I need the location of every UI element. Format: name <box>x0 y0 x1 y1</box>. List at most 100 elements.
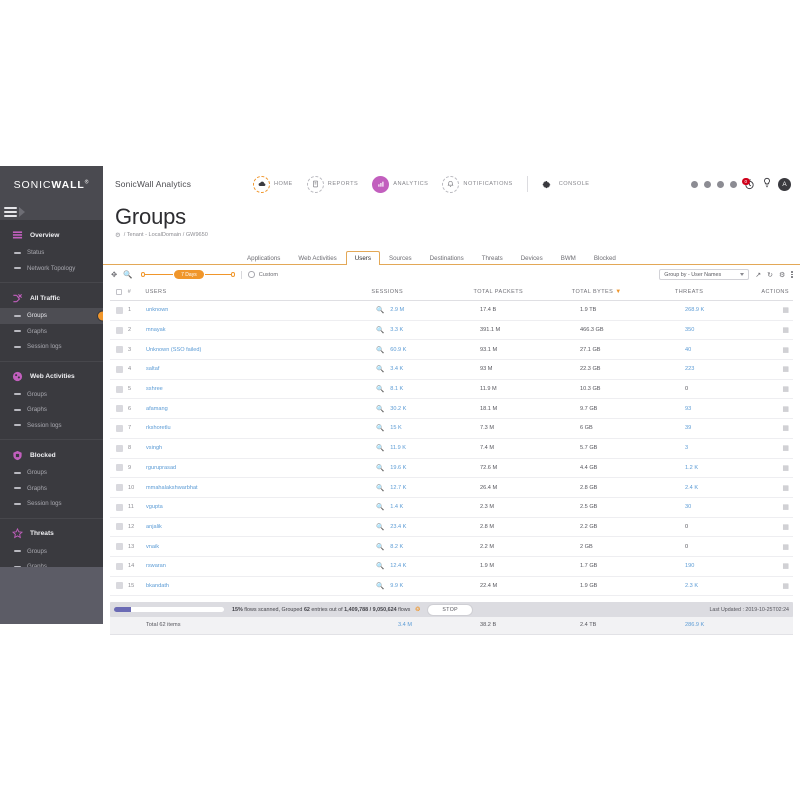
tab-web-activities[interactable]: Web Activities <box>298 255 337 262</box>
time-range-pill[interactable]: 7 Days <box>174 269 204 280</box>
row-threats[interactable]: 39 <box>685 425 692 432</box>
sidebar-group-header-3[interactable]: Blocked <box>0 445 103 465</box>
tab-users[interactable]: Users <box>345 251 380 265</box>
home-gear-icon[interactable]: ⚙ <box>115 232 121 239</box>
row-user-link[interactable]: unknown <box>146 307 169 314</box>
row-actions-icon[interactable]: ▦ <box>782 307 789 315</box>
move-icon[interactable]: ✥ <box>111 270 118 279</box>
tab-applications[interactable]: Applications <box>247 255 281 262</box>
top-nav-item-home[interactable]: HOME <box>253 175 293 193</box>
sidebar-group-header-4[interactable]: Threats <box>0 524 103 544</box>
row-actions-icon[interactable]: ▦ <box>782 484 789 492</box>
sidebar-group-header-2[interactable]: Web Activities <box>0 367 103 387</box>
sidebar-item-all-traffic-graphs[interactable]: Graphs <box>0 324 103 340</box>
expand-arrow-icon[interactable] <box>19 207 25 217</box>
sidebar-item-all-traffic-session-logs[interactable]: Session logs <box>0 339 103 355</box>
sidebar-item-threats-groups[interactable]: Groups <box>0 544 103 560</box>
row-checkbox[interactable] <box>110 464 128 472</box>
sidebar-item-blocked-graphs[interactable]: Graphs <box>0 481 103 497</box>
row-threats[interactable]: 30 <box>685 504 692 511</box>
tab-blocked[interactable]: Blocked <box>593 255 616 262</box>
row-checkbox[interactable] <box>110 562 128 570</box>
row-sessions[interactable]: 🔍 30.2 K <box>376 405 480 413</box>
row-sessions[interactable]: 🔍 23.4 K <box>376 523 480 531</box>
sidebar-group-header-1[interactable]: All Traffic <box>0 288 103 308</box>
row-user-link[interactable]: rkshoretlu <box>146 425 171 432</box>
row-actions-icon[interactable]: ▦ <box>782 582 789 590</box>
table-row[interactable]: 6 afamang 🔍 30.2 K 18.1 M 9.7 GB 93 ▦ <box>110 399 793 420</box>
row-user-link[interactable]: mmahalakshwarbhat <box>146 484 198 491</box>
sidebar-group-header-0[interactable]: Overview <box>0 225 103 245</box>
col-index[interactable]: # <box>127 289 132 295</box>
tab-destinations[interactable]: Destinations <box>429 255 464 262</box>
row-actions-icon[interactable]: ▦ <box>782 346 789 354</box>
slider-handle-left[interactable] <box>140 272 146 277</box>
table-row[interactable]: 3 Unknown (SSO failed) 🔍 60.9 K 93.1 M 27.1 G… <box>110 340 793 361</box>
table-row[interactable]: 9 rguruprasad 🔍 19.6 K 72.6 M 4.4 GB 1.2 K ▦ <box>110 459 793 479</box>
select-all-checkbox[interactable] <box>110 289 128 295</box>
top-nav-item-analytics[interactable]: ANALYTICS <box>372 175 428 193</box>
row-user-link[interactable]: vgupta <box>146 504 163 511</box>
help-bulb-icon[interactable] <box>762 175 772 193</box>
table-row[interactable]: 14 rswaran 🔍 12.4 K 1.9 M 1.7 GB 190 ▦ <box>110 557 793 577</box>
table-row[interactable]: 2 mnayak 🔍 3.3 K 391.1 M 466.3 GB 350 ▦ <box>110 321 793 341</box>
row-checkbox[interactable] <box>110 484 128 492</box>
row-sessions[interactable]: 🔍 60.9 K <box>376 346 480 354</box>
table-row[interactable]: 5 sshree 🔍 8.1 K 11.9 M 10.3 GB 0 ▦ <box>110 380 793 400</box>
row-threats[interactable]: 93 <box>685 405 692 412</box>
row-sessions[interactable]: 🔍 15 K <box>376 424 480 432</box>
row-sessions[interactable]: 🔍 1.4 K <box>376 503 480 511</box>
row-actions-icon[interactable]: ▦ <box>782 425 789 433</box>
row-user-link[interactable]: vnaik <box>146 543 160 550</box>
row-actions-icon[interactable]: ▦ <box>782 504 789 512</box>
kebab-menu-icon[interactable] <box>791 270 793 279</box>
time-range-slider[interactable]: 7 Days <box>140 269 236 280</box>
row-actions-icon[interactable]: ▦ <box>782 366 789 374</box>
row-threats[interactable]: 3 <box>685 445 689 452</box>
row-user-link[interactable]: saltaf <box>146 366 160 373</box>
custom-range-radio[interactable] <box>248 271 255 278</box>
row-actions-icon[interactable]: ▦ <box>782 386 789 394</box>
row-checkbox[interactable] <box>110 523 128 531</box>
row-search-icon[interactable]: 🔍 <box>376 504 385 512</box>
sidebar-item-blocked-groups[interactable]: Groups <box>0 465 103 481</box>
row-sessions[interactable]: 🔍 8.2 K <box>376 543 480 551</box>
table-row[interactable]: 7 rkshoretlu 🔍 15 K 7.3 M 6 GB 39 ▦ <box>110 419 793 439</box>
table-row[interactable]: 10 mmahalakshwarbhat 🔍 12.7 K 26.4 M 2.8 GB 2.… <box>110 478 793 498</box>
row-user-link[interactable]: afamang <box>146 405 168 412</box>
tab-devices[interactable]: Devices <box>520 255 543 262</box>
table-row[interactable]: 12 anjalik 🔍 23.4 K 2.8 M 2.2 GB 0 ▦ <box>110 518 793 538</box>
table-row[interactable]: 15 bkandath 🔍 9.9 K 22.4 M 1.9 GB 2.3 K ▦ <box>110 577 793 597</box>
row-sessions[interactable]: 🔍 2.9 M <box>376 306 480 314</box>
row-checkbox[interactable] <box>110 424 128 432</box>
row-search-icon[interactable]: 🔍 <box>376 386 385 394</box>
table-row[interactable]: 11 vgupta 🔍 1.4 K 2.3 M 2.5 GB 30 ▦ <box>110 498 793 518</box>
header-dot-icon-4[interactable] <box>730 180 737 188</box>
row-checkbox[interactable] <box>110 543 128 551</box>
row-checkbox[interactable] <box>110 503 128 511</box>
row-actions-icon[interactable]: ▦ <box>782 523 789 531</box>
row-user-link[interactable]: sshree <box>146 386 163 393</box>
sidebar-item-web-activities-graphs[interactable]: Graphs <box>0 402 103 418</box>
row-search-icon[interactable]: 🔍 <box>376 543 385 551</box>
row-actions-icon[interactable]: ▦ <box>782 405 789 413</box>
sidebar-item-threats-graphs[interactable]: Graphs <box>0 559 103 575</box>
table-row[interactable]: 4 saltaf 🔍 3.4 K 93 M 22.3 GB 223 ▦ <box>110 360 793 380</box>
row-threats[interactable]: 350 <box>685 327 695 334</box>
row-sessions[interactable]: 🔍 12.4 K <box>376 562 480 570</box>
row-threats[interactable]: 2.4 K <box>685 484 699 491</box>
row-actions-icon[interactable]: ▦ <box>782 327 789 335</box>
row-threats[interactable]: 0 <box>685 543 689 550</box>
row-search-icon[interactable]: 🔍 <box>376 346 385 354</box>
row-threats[interactable]: 1.2 K <box>685 464 699 471</box>
table-row[interactable]: 8 vsingh 🔍 11.9 K 7.4 M 5.7 GB 3 ▦ <box>110 439 793 459</box>
row-threats[interactable]: 2.3 K <box>685 582 699 589</box>
row-threats[interactable]: 0 <box>685 523 689 530</box>
row-search-icon[interactable]: 🔍 <box>376 563 385 571</box>
col-total-bytes[interactable]: TOTAL BYTES ▼ <box>572 289 675 295</box>
row-threats[interactable]: 0 <box>685 386 689 393</box>
row-user-link[interactable]: Unknown (SSO failed) <box>146 346 202 353</box>
row-search-icon[interactable]: 🔍 <box>376 582 385 590</box>
row-search-icon[interactable]: 🔍 <box>376 445 385 453</box>
settings-gear-icon[interactable]: ⚙ <box>779 271 786 279</box>
